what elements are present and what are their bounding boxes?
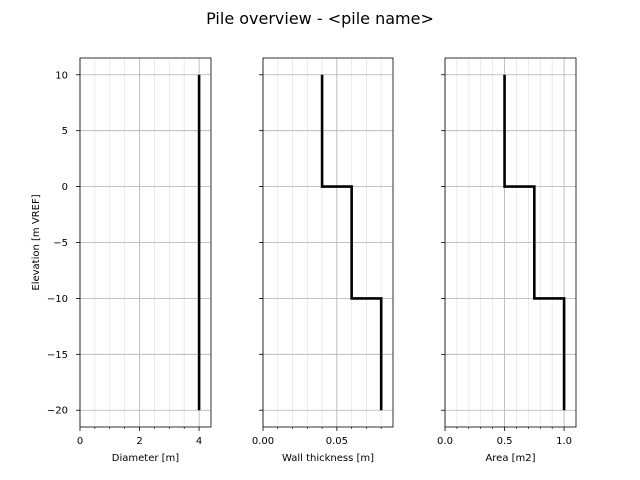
x-tick-label: 0.05: [326, 436, 348, 447]
series-line-1: [320, 74, 383, 411]
x-tick-label: 0.5: [497, 436, 513, 447]
x-tick-label: 0.00: [252, 436, 274, 447]
x-axis-label: Area [m2]: [485, 453, 535, 464]
y-tick-label: 10: [55, 70, 68, 81]
x-tick-label: 4: [196, 436, 202, 447]
x-tick-label: 1.0: [556, 436, 572, 447]
y-tick-label: 0: [62, 182, 68, 193]
y-axis-label: Elevation [m VREF]: [31, 194, 42, 290]
x-axis-label: Wall thickness [m]: [282, 453, 374, 464]
subplot-2: 0.00 0.05 Wall thickness [m]: [252, 57, 394, 464]
subplot-1: 0 2 4 10 5 0 −5 −10 −15 −20 Diameter [m] Elevation …: [31, 57, 212, 464]
figure-title: Pile overview - <pile name>: [206, 9, 434, 28]
y-tick-label: −15: [47, 350, 68, 361]
y-tick-label: 5: [62, 126, 68, 137]
x-tick-label: 2: [136, 436, 142, 447]
y-tick-label: −5: [53, 238, 68, 249]
subplot-3: 0.0 0.5 1.0 Area [m2]: [437, 57, 577, 464]
series-line-1: [503, 74, 566, 411]
y-tick-label: −20: [47, 406, 68, 417]
subplots: 0 2 4 10 5 0 −5 −10 −15 −20 Diameter [m] Elevation …: [31, 57, 577, 464]
x-tick-label: 0: [77, 436, 83, 447]
x-tick-label: 0.0: [437, 436, 453, 447]
y-tick-label: −10: [47, 294, 68, 305]
x-axis-label: Diameter [m]: [112, 453, 180, 464]
